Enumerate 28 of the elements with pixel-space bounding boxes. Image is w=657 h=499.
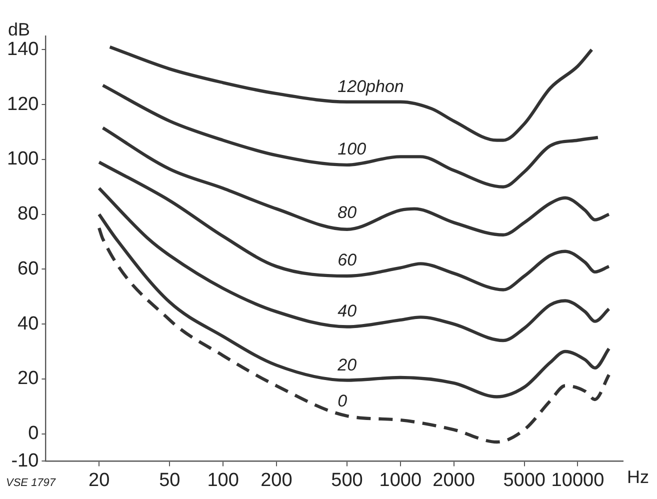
series-label: 120phon [338,77,404,96]
y-tick-label: 20 [18,368,39,390]
series-label: 20 [336,355,358,374]
x-tick-label: 10000 [551,470,604,491]
y-tick-label: 140 [7,38,39,60]
x-axis-title: Hz [627,467,649,488]
y-tick-label: -10 [11,450,39,472]
x-tick-label: 500 [331,470,363,491]
series-label: 0 [338,392,348,411]
series-label: 60 [338,250,358,270]
y-axis-title: dB [8,20,30,40]
series-label: 40 [338,301,358,320]
series-label: 100 [338,139,367,158]
x-tick-label: 5000 [503,470,546,491]
text: VSE 1797 [6,476,56,489]
y-tick-label: 40 [18,313,39,334]
y-tick-label: 100 [7,148,39,170]
y-tick-label: 60 [18,258,39,280]
x-tick-label: 200 [260,470,292,491]
x-tick-label: 2000 [432,470,475,491]
x-tick-label: 1000 [379,470,422,491]
x-tick-label: 20 [88,470,110,491]
y-tick-label: 0 [28,423,39,444]
y-tick-label: 120 [7,94,39,115]
x-tick-label: 100 [207,470,239,491]
x-tick-label: 50 [159,470,180,491]
y-tick-label: 80 [18,204,39,225]
series-label: 80 [338,202,358,222]
